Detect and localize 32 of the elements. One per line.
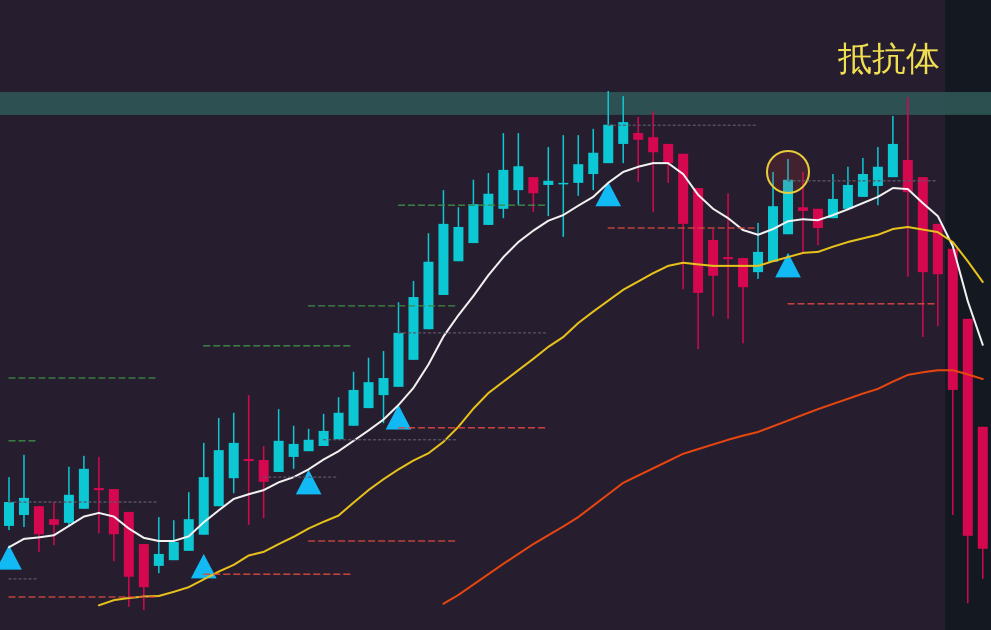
candlestick xyxy=(168,519,179,561)
candlestick xyxy=(648,110,658,213)
candlestick xyxy=(618,95,628,164)
point xyxy=(386,405,411,430)
candlestick xyxy=(48,501,59,546)
candlestick xyxy=(858,157,868,198)
candlestick xyxy=(244,394,254,526)
candlestick xyxy=(723,192,734,320)
candlestick xyxy=(588,128,598,191)
candlestick xyxy=(663,143,674,184)
candlestick xyxy=(543,146,554,217)
candlestick xyxy=(318,413,329,447)
point xyxy=(776,253,801,278)
point xyxy=(596,182,621,206)
candlestick xyxy=(4,476,14,531)
candlestick xyxy=(573,134,584,197)
candlestick xyxy=(513,132,524,206)
band-label: 抵抗体 xyxy=(837,39,940,80)
candlestick xyxy=(872,146,883,206)
candlestick xyxy=(258,445,269,519)
candlestick xyxy=(633,116,644,183)
candlestick xyxy=(842,166,853,210)
candlestick xyxy=(558,134,568,238)
candlestick xyxy=(798,171,808,253)
candlestick xyxy=(288,425,299,470)
candlestick xyxy=(528,176,538,213)
point xyxy=(296,470,322,494)
candlestick xyxy=(378,350,389,424)
candlestick xyxy=(304,428,314,452)
candlestick xyxy=(94,456,104,534)
candlestick xyxy=(154,516,164,574)
candlestick xyxy=(18,454,29,528)
